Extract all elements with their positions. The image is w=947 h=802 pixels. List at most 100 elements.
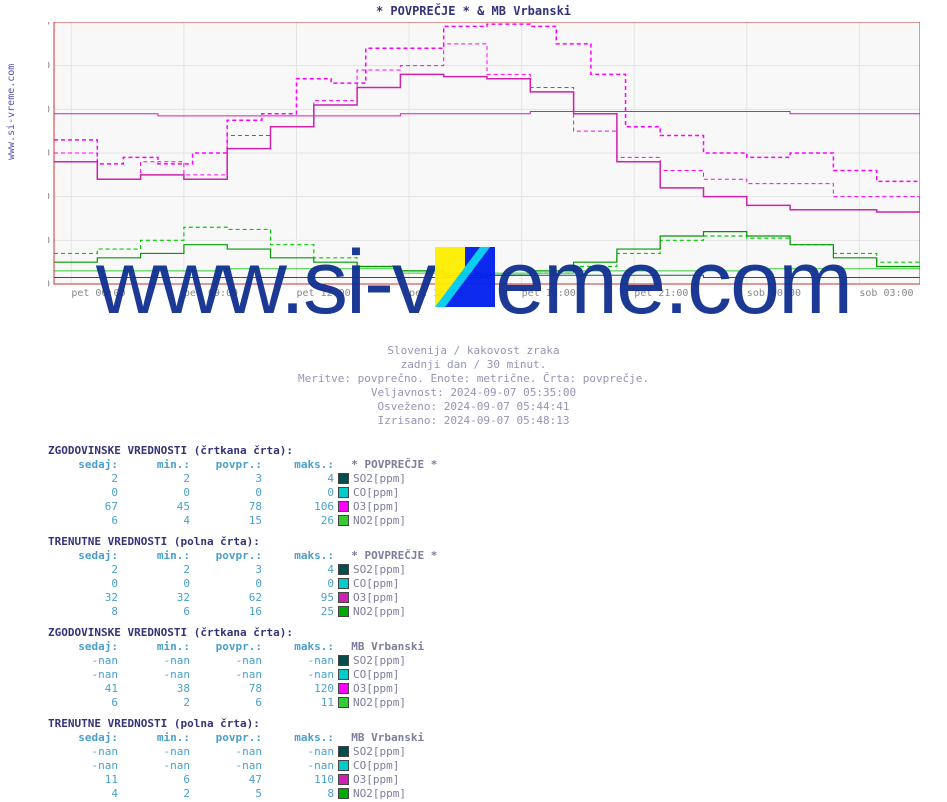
svg-text:60: 60 (48, 148, 50, 159)
values-table: sedaj:min.:povpr.:maks.: MB Vrbanski-nan… (48, 639, 426, 709)
color-swatch-icon (338, 746, 349, 757)
value-cell: -nan (120, 758, 192, 772)
value-cell: 6 (120, 772, 192, 786)
col-header: povpr.: (192, 639, 264, 653)
value-cell: 0 (192, 576, 264, 590)
series-label-cell: CO[ppm] (336, 667, 426, 681)
svg-text:pet 12:00: pet 12:00 (296, 288, 350, 299)
value-cell: 95 (264, 590, 336, 604)
caption-cell: * POVPREČJE * (336, 457, 439, 471)
metadata-block: Slovenija / kakovost zraka zadnji dan / … (0, 344, 947, 428)
color-swatch-icon (338, 578, 349, 589)
col-header: sedaj: (48, 730, 120, 744)
col-header: maks.: (264, 457, 336, 471)
col-header: sedaj: (48, 639, 120, 653)
value-cell: 11 (48, 772, 120, 786)
table-row: 62611NO2[ppm] (48, 695, 426, 709)
series-label-cell: SO2[ppm] (336, 744, 426, 758)
color-swatch-icon (338, 683, 349, 694)
col-header: maks.: (264, 730, 336, 744)
time-series-chart: 020406080100120pet 06:00pet 09:00pet 12:… (48, 22, 920, 314)
value-cell: 3 (192, 471, 264, 485)
value-cell: 6 (48, 695, 120, 709)
value-cell: -nan (264, 653, 336, 667)
table-row: 2234SO2[ppm] (48, 471, 439, 485)
value-cell: 2 (48, 471, 120, 485)
value-cell: 4 (264, 471, 336, 485)
value-cell: 38 (120, 681, 192, 695)
series-label-cell: CO[ppm] (336, 576, 439, 590)
caption-cell: MB Vrbanski (336, 730, 426, 744)
col-header: min.: (120, 639, 192, 653)
value-cell: -nan (120, 653, 192, 667)
series-label-cell: NO2[ppm] (336, 695, 426, 709)
value-cell: 45 (120, 499, 192, 513)
value-cell: 5 (192, 786, 264, 800)
table-row: 4258NO2[ppm] (48, 786, 426, 800)
table-row: 674578106O3[ppm] (48, 499, 439, 513)
series-label-cell: O3[ppm] (336, 772, 426, 786)
values-table: sedaj:min.:povpr.:maks.: * POVPREČJE *22… (48, 548, 439, 618)
caption-cell: * POVPREČJE * (336, 548, 439, 562)
values-table: sedaj:min.:povpr.:maks.: MB Vrbanski-nan… (48, 730, 426, 800)
value-cell: 4 (120, 513, 192, 527)
value-cell: 16 (192, 604, 264, 618)
table-row: -nan-nan-nan-nanSO2[ppm] (48, 744, 426, 758)
color-swatch-icon (338, 788, 349, 799)
value-cell: -nan (48, 744, 120, 758)
table-section-title: ZGODOVINSKE VREDNOSTI (črtkana črta): (48, 626, 648, 639)
svg-text:sob 03:00: sob 03:00 (859, 288, 913, 299)
value-cell: 15 (192, 513, 264, 527)
value-cell: 2 (48, 562, 120, 576)
value-cell: 0 (120, 576, 192, 590)
value-cell: 0 (48, 576, 120, 590)
table-section-title: TRENUTNE VREDNOSTI (polna črta): (48, 535, 648, 548)
series-label-cell: O3[ppm] (336, 499, 439, 513)
value-cell: 2 (120, 471, 192, 485)
series-label-cell: NO2[ppm] (336, 786, 426, 800)
svg-text:40: 40 (48, 192, 50, 203)
value-cell: 2 (120, 695, 192, 709)
col-header: sedaj: (48, 548, 120, 562)
value-cell: -nan (264, 744, 336, 758)
table-row: -nan-nan-nan-nanCO[ppm] (48, 667, 426, 681)
table-row: 0000CO[ppm] (48, 485, 439, 499)
col-header: min.: (120, 730, 192, 744)
series-label-cell: NO2[ppm] (336, 513, 439, 527)
svg-text:pet 09:00: pet 09:00 (184, 288, 238, 299)
value-cell: 47 (192, 772, 264, 786)
series-label-cell: O3[ppm] (336, 590, 439, 604)
value-cell: -nan (48, 653, 120, 667)
color-swatch-icon (338, 606, 349, 617)
value-cell: -nan (120, 667, 192, 681)
meta-line: Veljavnost: 2024-09-07 05:35:00 (0, 386, 947, 400)
col-header: min.: (120, 548, 192, 562)
table-row: -nan-nan-nan-nanSO2[ppm] (48, 653, 426, 667)
col-header: sedaj: (48, 457, 120, 471)
svg-text:0: 0 (48, 279, 50, 290)
meta-line: zadnji dan / 30 minut. (0, 358, 947, 372)
svg-text:100: 100 (48, 61, 50, 72)
table-section-title: TRENUTNE VREDNOSTI (polna črta): (48, 717, 648, 730)
value-cell: 8 (264, 786, 336, 800)
value-cell: 26 (264, 513, 336, 527)
value-cell: 0 (120, 485, 192, 499)
value-cell: 0 (264, 576, 336, 590)
col-header: maks.: (264, 548, 336, 562)
values-table: sedaj:min.:povpr.:maks.: * POVPREČJE *22… (48, 457, 439, 527)
value-cell: 41 (48, 681, 120, 695)
value-cell: 25 (264, 604, 336, 618)
value-cell: -nan (48, 758, 120, 772)
value-cell: 8 (48, 604, 120, 618)
value-cell: 67 (48, 499, 120, 513)
meta-line: Meritve: povprečno. Enote: metrične. Črt… (0, 372, 947, 386)
value-cell: -nan (192, 758, 264, 772)
color-swatch-icon (338, 487, 349, 498)
value-cell: 0 (48, 485, 120, 499)
value-cell: -nan (192, 744, 264, 758)
value-cell: 4 (48, 786, 120, 800)
value-cell: 2 (120, 562, 192, 576)
series-label-cell: O3[ppm] (336, 681, 426, 695)
value-cell: 6 (48, 513, 120, 527)
table-row: 0000CO[ppm] (48, 576, 439, 590)
